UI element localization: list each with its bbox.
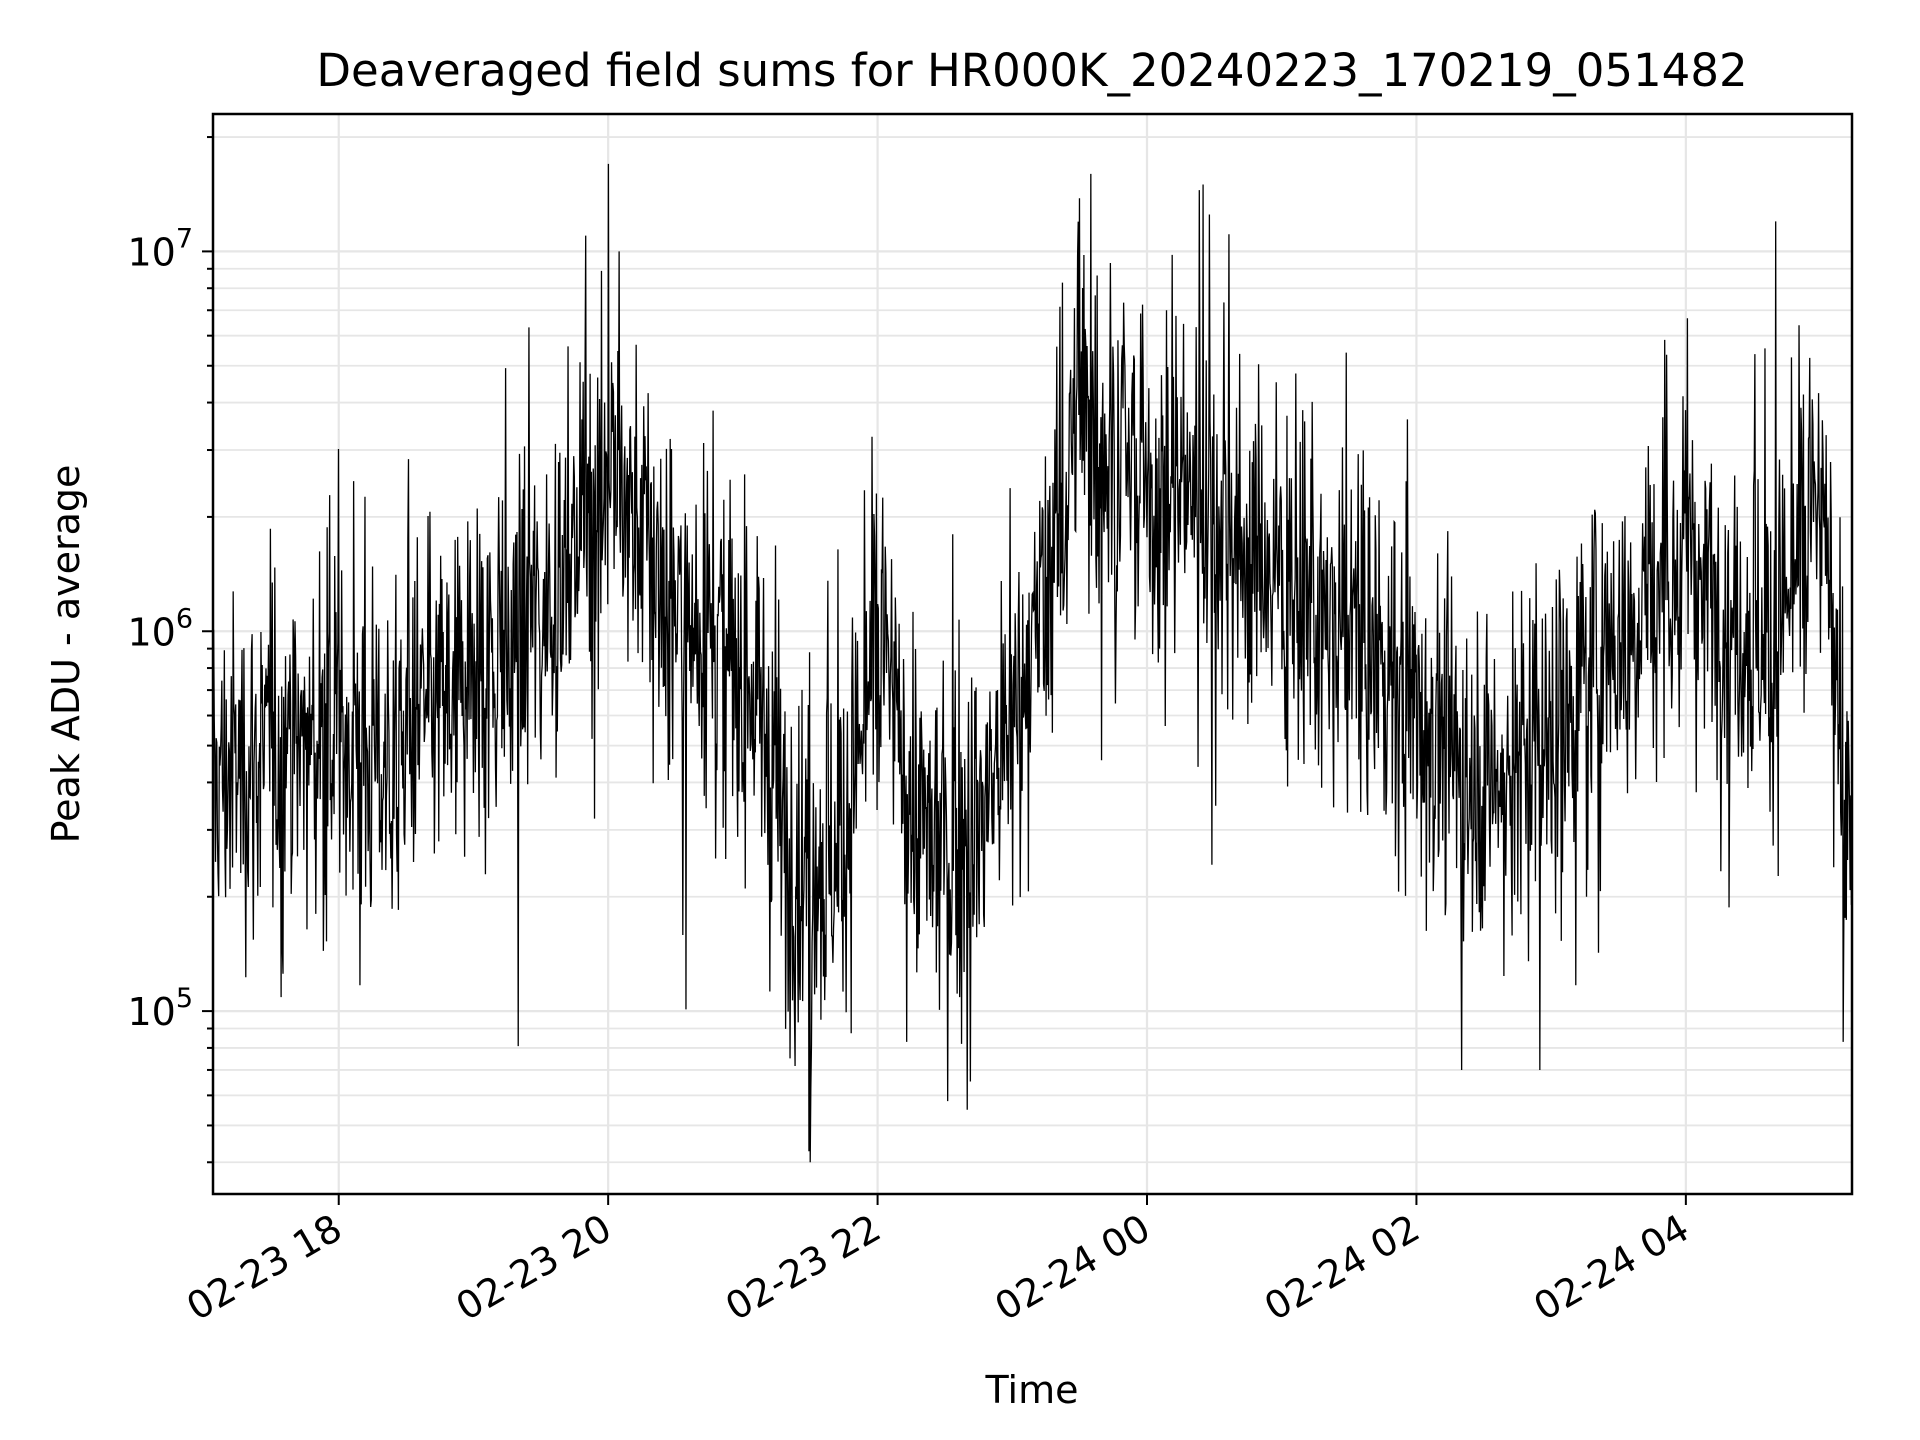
plot-frame: [211, 112, 1854, 1196]
x-tick-label: 02-24 00: [988, 1206, 1158, 1330]
chart-title: Deaveraged field sums for HR000K_2024022…: [316, 44, 1747, 97]
data-layer: [212, 163, 1853, 1163]
y-tick-label: 107: [127, 223, 193, 274]
x-axis-label: Time: [985, 1368, 1079, 1412]
x-tick-label: 02-24 02: [1257, 1206, 1427, 1330]
x-tick-label: 02-23 22: [718, 1206, 888, 1330]
y-axis-label: Peak ADU - average: [44, 465, 88, 844]
y-tick-label: 105: [127, 983, 193, 1034]
y-tick-label: 106: [127, 603, 193, 654]
x-tick-label: 02-23 18: [179, 1206, 349, 1330]
x-tick-label: 02-24 04: [1526, 1206, 1696, 1330]
x-tick-label: 02-23 20: [449, 1206, 619, 1330]
series-line: [212, 163, 1853, 1163]
